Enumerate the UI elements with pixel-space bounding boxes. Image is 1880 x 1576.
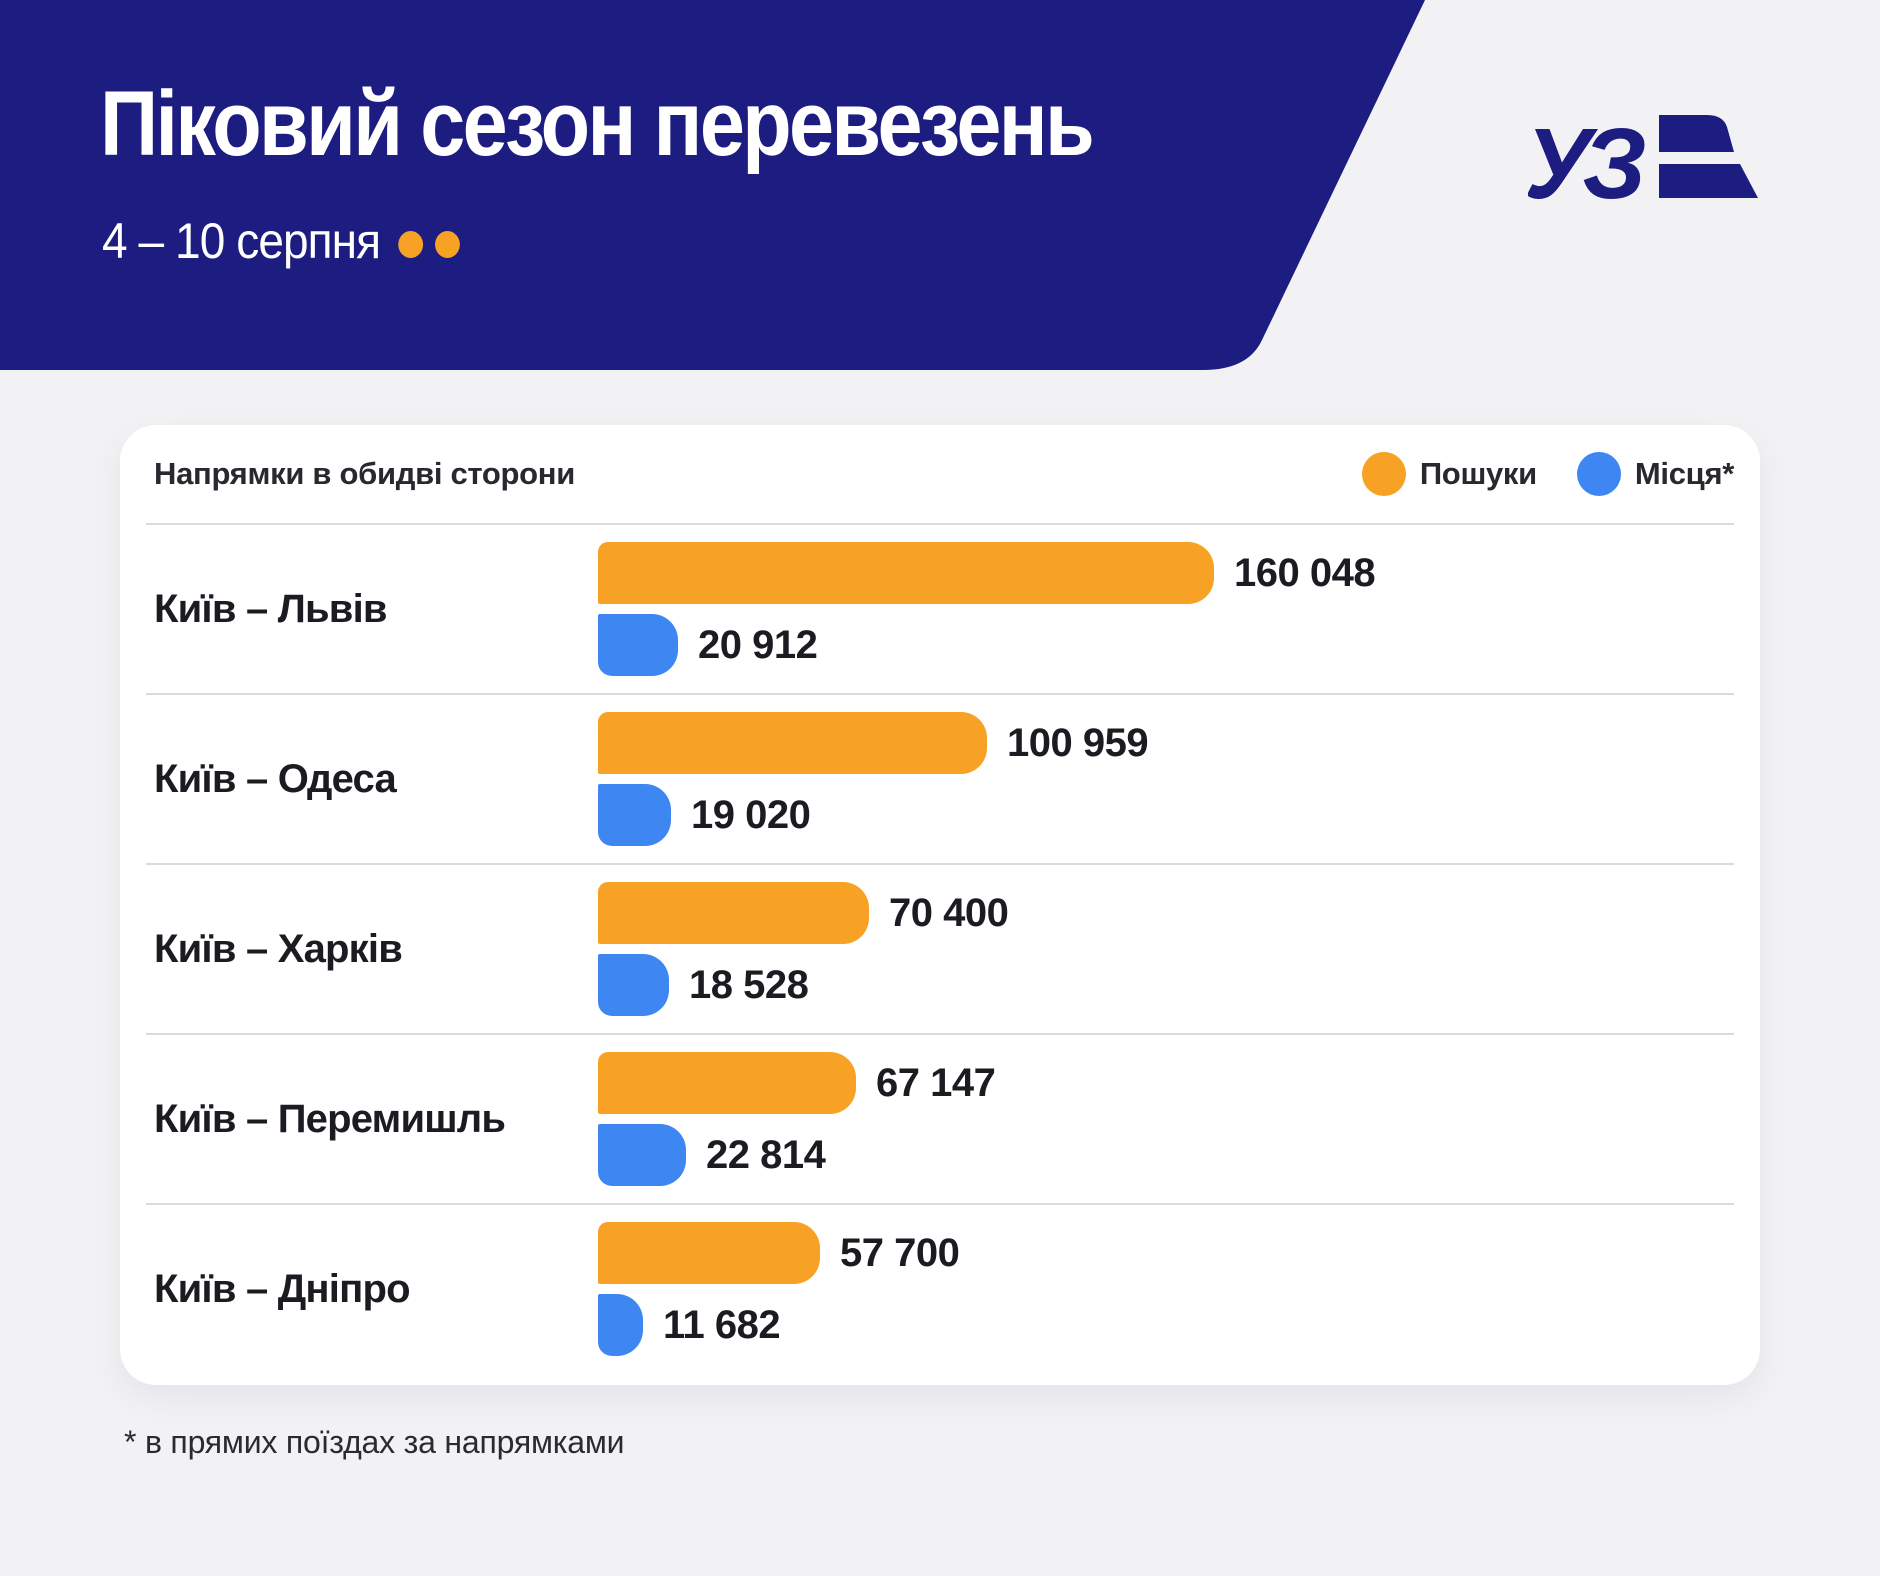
- searches-bar: [598, 1222, 820, 1284]
- page-subtitle: 4 – 10 серпня: [102, 212, 461, 270]
- searches-bar: [598, 542, 1214, 604]
- legend-label-seats: Місця*: [1634, 456, 1734, 491]
- seats-bar-line: 18 528: [598, 954, 1734, 1016]
- seats-bar-line: 22 814: [598, 1124, 1734, 1186]
- route-label: Київ – Одеса: [154, 756, 397, 801]
- searches-bar-line: 67 147: [598, 1052, 1734, 1114]
- chart-card: Напрямки в обидві сторони Пошуки Місця* …: [120, 425, 1760, 1385]
- seats-bar: [598, 1124, 686, 1186]
- searches-value: 100 959: [1007, 720, 1149, 765]
- subtitle-date-range: 4 – 10 серпня: [102, 213, 381, 269]
- searches-bar: [598, 882, 869, 944]
- route-label: Київ – Дніпро: [154, 1266, 411, 1311]
- page-title: Піковий сезон перевезень: [100, 73, 1095, 175]
- searches-bar-line: 100 959: [598, 712, 1734, 774]
- seats-legend-dot-icon: [1576, 452, 1621, 496]
- chart-row: Київ – Дніпро 57 700 11 682: [146, 1203, 1734, 1373]
- seats-bar: [598, 954, 669, 1016]
- searches-value: 160 048: [1234, 550, 1376, 595]
- route-label: Київ – Перемишль: [154, 1096, 506, 1141]
- searches-bar-line: 160 048: [598, 542, 1734, 604]
- searches-value: 67 147: [876, 1060, 996, 1105]
- seats-value: 18 528: [689, 962, 809, 1007]
- header-banner: Піковий сезон перевезень 4 – 10 серпня У…: [0, 0, 1880, 372]
- orange-dot-icon: [435, 230, 461, 258]
- chart-footnote: * в прямих поїздах за напрямками: [124, 1424, 625, 1460]
- seats-value: 20 912: [698, 622, 818, 667]
- chart-row: Київ – Харків 70 400 18 528: [146, 863, 1734, 1033]
- seats-bar: [598, 784, 671, 846]
- header-banner-shape: [0, 0, 1425, 370]
- searches-value: 57 700: [840, 1230, 960, 1275]
- subtitle-dots: [398, 230, 461, 258]
- seats-value: 11 682: [663, 1302, 781, 1347]
- chart-card-header: Напрямки в обидві сторони Пошуки Місця*: [146, 425, 1734, 523]
- searches-bar-line: 70 400: [598, 882, 1734, 944]
- legend-item-seats: Місця*: [1576, 452, 1734, 496]
- legend-label-searches: Пошуки: [1419, 456, 1537, 491]
- seats-bar-line: 11 682: [598, 1294, 1734, 1356]
- route-bars: 70 400 18 528: [598, 882, 1734, 1016]
- chart-note: Напрямки в обидві сторони: [154, 456, 575, 491]
- searches-bar: [598, 712, 987, 774]
- searches-bar-line: 57 700: [598, 1222, 1734, 1284]
- route-bars: 100 959 19 020: [598, 712, 1734, 846]
- legend-item-searches: Пошуки: [1361, 452, 1537, 496]
- seats-bar-line: 19 020: [598, 784, 1734, 846]
- orange-dot-icon: [398, 230, 424, 258]
- chart-rows: Київ – Львів 160 048 20 912 Київ – Одеса 100…: [146, 523, 1734, 1373]
- route-bars: 57 700 11 682: [598, 1222, 1734, 1356]
- chart-row: Київ – Одеса 100 959 19 020: [146, 693, 1734, 863]
- route-bars: 67 147 22 814: [598, 1052, 1734, 1186]
- searches-bar: [598, 1052, 856, 1114]
- uz-logo-icon: УЗ: [1528, 114, 1758, 202]
- searches-value: 70 400: [889, 890, 1009, 935]
- seats-bar: [598, 614, 678, 676]
- route-bars: 160 048 20 912: [598, 542, 1734, 676]
- chart-legend: Пошуки Місця*: [1361, 452, 1734, 496]
- svg-text:УЗ: УЗ: [1528, 114, 1645, 202]
- seats-bar: [598, 1294, 643, 1356]
- route-label: Київ – Харків: [154, 926, 403, 971]
- searches-legend-dot-icon: [1361, 452, 1406, 496]
- chart-row: Київ – Львів 160 048 20 912: [146, 523, 1734, 693]
- seats-value: 22 814: [706, 1132, 826, 1177]
- seats-bar-line: 20 912: [598, 614, 1734, 676]
- chart-row: Київ – Перемишль 67 147 22 814: [146, 1033, 1734, 1203]
- route-label: Київ – Львів: [154, 586, 387, 631]
- seats-value: 19 020: [691, 792, 811, 837]
